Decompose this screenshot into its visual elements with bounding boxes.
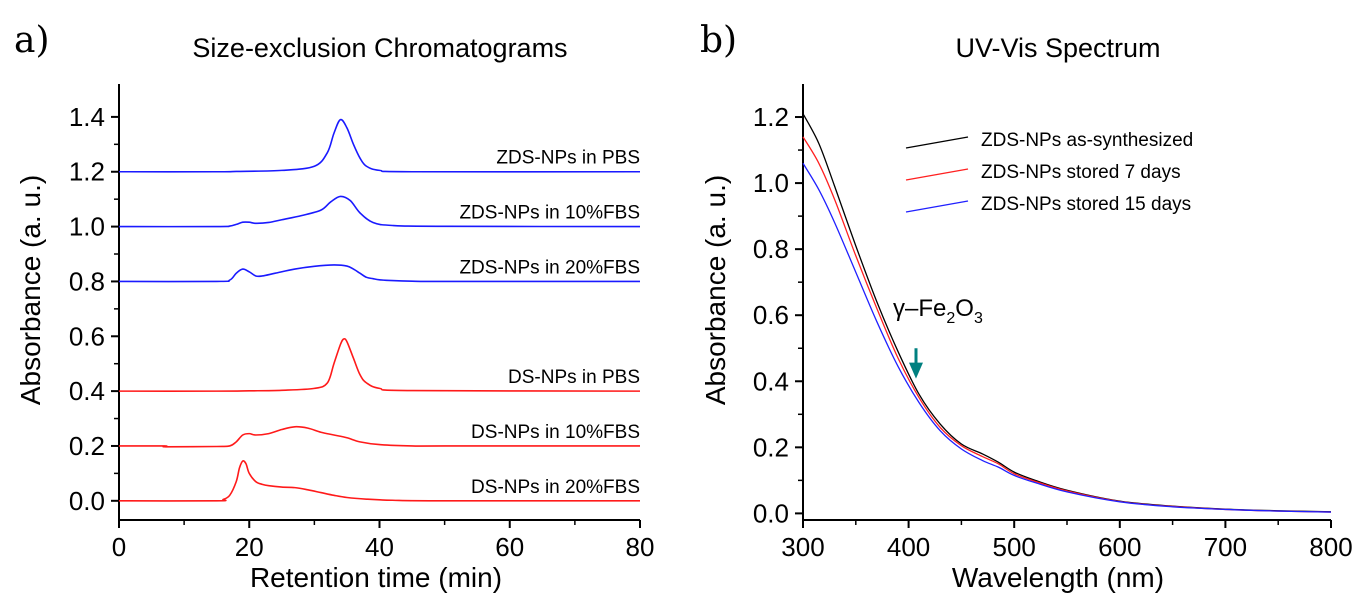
panel-b-x-tick-label: 500 [993,532,1036,562]
panel-b-x-tick-label: 700 [1204,532,1247,562]
panel-a-x-tick-label: 60 [495,532,524,562]
panel-a-y-tick-label: 0.8 [69,266,105,296]
legend-swatch [905,168,969,181]
panel-a-y-tick-label: 0.6 [69,321,105,351]
subscript-2: 2 [946,310,955,327]
panel-a-x-tick-label: 0 [112,532,126,562]
panel-a-chromatograms: a) Size-exclusion Chromatograms 0 20 40 60 8… [14,20,654,593]
panel-b-y-tick-label: 0.0 [753,498,789,528]
legend-swatch [905,136,969,149]
panel-a-y-tick-label: 0.2 [69,431,105,461]
oxygen-text: O [955,295,974,322]
panel-b-y-tick-label: 0.2 [753,432,789,462]
panel-a-series-label: DS-NPs in PBS [508,367,640,388]
panel-a-y-tick-label: 0.4 [69,376,105,406]
panel-b-y-tick-label: 0.6 [753,300,789,330]
legend-entry: ZDS-NPs as-synthesized [981,130,1193,151]
panel-b-y-tick-label: 0.8 [753,234,789,264]
panel-b-y-tick-label: 0.4 [753,366,789,396]
panel-a-series-4 [118,425,640,448]
panel-b-letter: b) [700,20,737,61]
panel-b-y-tick-label: 1.0 [753,168,789,198]
panel-b-y-tick-label: 1.2 [753,102,789,132]
subscript-3: 3 [974,310,983,327]
panel-a-y-tick-label: 1.2 [69,157,105,187]
panel-a-series-label: DS-NPs in 10%FBS [471,422,640,443]
panel-a-series-3 [118,338,641,392]
panel-a-y-tick-label: 0.0 [69,486,105,516]
panel-b-x-tick-label: 600 [1098,532,1141,562]
panel-a-x-tick-label: 40 [365,532,394,562]
panel-a-series-label: DS-NPs in 20%FBS [471,477,640,498]
panel-a-series-5 [118,460,641,502]
legend-entry: ZDS-NPs stored 15 days [981,194,1191,215]
panel-a-y-tick-label: 1.4 [69,102,105,132]
panel-a-x-tick-label: 80 [626,532,655,562]
panel-a-series-2 [118,264,641,283]
panel-a-title: Size-exclusion Chromatograms [192,33,567,63]
panel-b-x-tick-label: 300 [781,532,824,562]
panel-a-series-1 [118,195,641,228]
panel-b-x-tick-label: 400 [887,532,930,562]
panel-b-x-axis-label: Wavelength (nm) [952,562,1164,593]
panel-a-x-axis-label: Retention time (min) [250,562,502,593]
panel-a-y-axis-label: Absorbance (a. u.) [15,175,46,405]
panel-b-title: UV-Vis Spectrum [955,33,1160,63]
panel-b-y-axis-label: Absorbance (a. u.) [700,175,731,405]
panel-a-series-label: ZDS-NPs in PBS [496,148,640,169]
panel-a-series-label: ZDS-NPs in 10%FBS [459,203,640,224]
panel-a-series-label: ZDS-NPs in 20%FBS [459,257,640,278]
legend-swatch [905,200,969,213]
panel-a-letter: a) [14,20,50,61]
panel-a-x-tick-label: 20 [235,532,264,562]
panel-a-y-tick-label: 1.0 [69,212,105,242]
panel-a-series-0 [118,118,641,173]
gamma-fe2o3-label: γ–Fe2O3 [893,295,983,327]
legend-entry: ZDS-NPs stored 7 days [981,162,1181,183]
panel-b-uv-vis: b) UV-Vis Spectrum 300 400 500 600 700 800 0.0… [700,20,1353,593]
arrow-head-icon [908,362,923,379]
panel-b-series-2 [802,162,1332,513]
gamma-fe-text: γ–Fe [893,295,946,322]
panel-b-x-tick-label: 800 [1309,532,1352,562]
